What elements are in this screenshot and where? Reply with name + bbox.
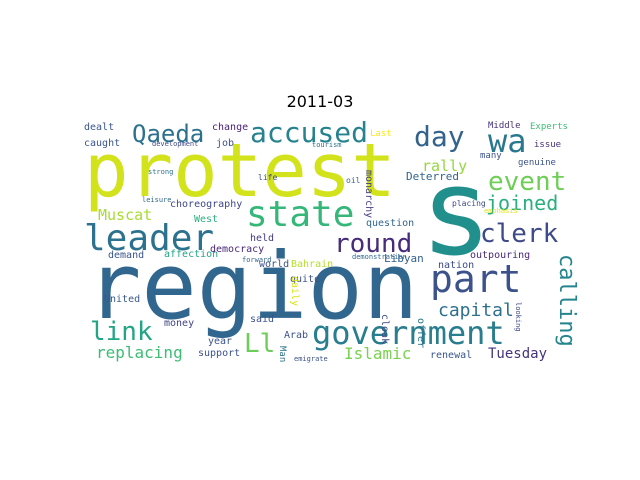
cloud-word-day: day xyxy=(414,120,465,153)
cloud-word-daily: daily xyxy=(289,276,300,306)
cloud-word-wa: wa xyxy=(488,122,527,160)
cloud-word-support: support xyxy=(198,348,240,359)
cloud-word-government: government xyxy=(312,314,505,352)
cloud-word-round: round xyxy=(334,229,412,259)
cloud-word-job: job xyxy=(216,138,234,149)
cloud-word-demonstration: demonstration xyxy=(352,253,407,261)
cloud-word-outpouring: outpouring xyxy=(470,250,530,261)
cloud-word-oil: oil xyxy=(346,176,361,185)
cloud-word-calling: calling xyxy=(554,254,579,347)
cloud-word-demand: demand xyxy=(108,250,144,261)
cloud-word-last: Last xyxy=(370,129,392,139)
cloud-word-question: question xyxy=(366,218,414,229)
cloud-word-year: year xyxy=(208,336,232,347)
cloud-word-quite: quite xyxy=(290,274,320,285)
cloud-word-world: world xyxy=(259,259,289,270)
cloud-word-life: life xyxy=(258,173,277,182)
cloud-word-emphasis: emphasis xyxy=(484,207,518,215)
cloud-word-muscat: Muscat xyxy=(98,206,152,224)
figure-title: 2011-03 xyxy=(286,92,354,111)
cloud-word-united: United xyxy=(104,294,140,305)
cloud-word-west: West xyxy=(194,214,218,225)
cloud-word-libyan: Libyan xyxy=(384,252,424,265)
cloud-word-held: held xyxy=(250,233,274,244)
cloud-word-joined: joined xyxy=(486,191,558,215)
cloud-word-region: region xyxy=(86,233,418,340)
cloud-word-part: part xyxy=(430,257,522,301)
cloud-word-emigrate: emigrate xyxy=(294,355,328,363)
cloud-word-renewal: renewal xyxy=(430,350,472,361)
cloud-word-state: state xyxy=(246,194,354,235)
cloud-word-development: development xyxy=(152,140,198,148)
cloud-word-qaeda: Qaeda xyxy=(132,120,204,148)
cloud-word-nation: nation xyxy=(438,260,474,271)
cloud-word-capital: capital xyxy=(438,300,514,321)
cloud-word-dealt: dealt xyxy=(84,122,114,133)
cloud-word-forward: forward xyxy=(242,256,272,264)
cloud-word-protest: protest xyxy=(84,128,396,214)
cloud-word-cloak: cloak xyxy=(379,314,390,344)
cloud-word-many: many xyxy=(480,151,502,161)
cloud-word-man: Man xyxy=(277,346,287,362)
cloud-word-affection: affection xyxy=(164,249,218,260)
cloud-word-offer: offer xyxy=(415,318,426,348)
cloud-word-s: s xyxy=(420,144,492,283)
cloud-word-leader: leader xyxy=(84,218,214,259)
cloud-word-experts: Experts xyxy=(530,122,568,132)
cloud-word-tourism: tourism xyxy=(312,141,342,149)
cloud-word-replacing: replacing xyxy=(96,343,183,362)
cloud-word-democracy: democracy xyxy=(210,244,264,255)
cloud-word-arab: Arab xyxy=(284,330,308,341)
cloud-word-ll: Ll xyxy=(244,329,275,359)
cloud-word-deterred: Deterred xyxy=(406,170,459,183)
cloud-word-choreography: choreography xyxy=(170,199,242,210)
cloud-word-monarchy: monarchy xyxy=(363,170,374,218)
cloud-word-caught: caught xyxy=(84,138,120,149)
cloud-word-rally: rally xyxy=(422,157,467,175)
cloud-word-money: money xyxy=(164,318,194,329)
cloud-word-looking: looking xyxy=(514,302,522,332)
cloud-word-event: event xyxy=(488,167,566,197)
cloud-word-said: said xyxy=(250,314,274,325)
cloud-word-change: change xyxy=(212,122,248,133)
cloud-word-middle: Middle xyxy=(488,121,521,131)
cloud-word-placing: placing xyxy=(452,199,486,208)
cloud-word-accused: accused xyxy=(250,116,368,149)
cloud-word-issue: issue xyxy=(534,140,561,150)
cloud-word-genuine: genuine xyxy=(518,158,556,168)
cloud-word-clerk: clerk xyxy=(480,219,559,249)
cloud-word-bahrain: Bahrain xyxy=(291,259,333,270)
cloud-word-link: link xyxy=(90,317,153,347)
cloud-word-leisure: leisure xyxy=(142,196,172,204)
cloud-word-strong: strong xyxy=(148,168,173,176)
cloud-word-tuesday: Tuesday xyxy=(488,346,547,362)
cloud-word-islamic: Islamic xyxy=(344,344,411,363)
